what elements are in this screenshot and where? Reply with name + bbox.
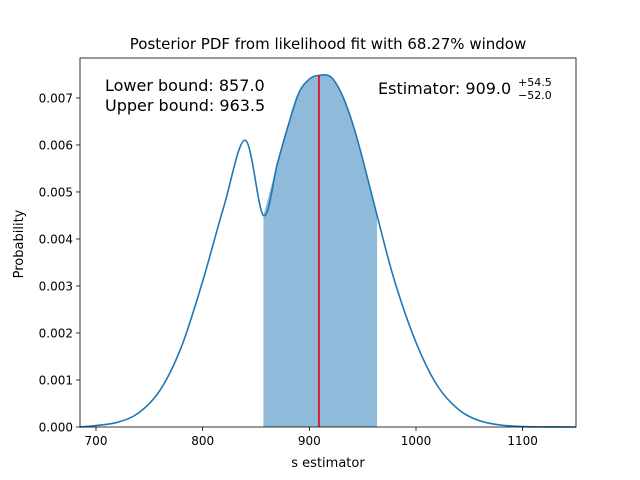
- y-axis-ticks: 0.000 0.001 0.002 0.003 0.004 0.005 0.006 0.007: [39, 91, 80, 435]
- y-tick-label: 0.004: [39, 232, 73, 246]
- confidence-window-shade: [263, 74, 378, 427]
- estimator-plus-error: +54.5: [518, 76, 552, 89]
- chart-title: Posterior PDF from likelihood fit with 6…: [130, 35, 527, 53]
- y-tick-label: 0.003: [39, 279, 73, 293]
- axes-frame: [79, 57, 577, 428]
- y-tick-label: 0.001: [39, 373, 73, 387]
- y-tick-label: 0.006: [39, 138, 73, 152]
- x-tick-label: 900: [298, 434, 321, 448]
- y-tick-label: 0.007: [39, 91, 73, 105]
- upper-bound-annotation: Upper bound: 963.5: [105, 96, 265, 115]
- plot-area: [79, 74, 577, 428]
- x-axis-ticks: 700 800 900 1000 1100: [85, 427, 538, 448]
- y-axis-label: Probability: [12, 209, 27, 278]
- x-tick-label: 700: [85, 434, 108, 448]
- estimator-minus-error: −52.0: [518, 89, 552, 102]
- lower-bound-annotation: Lower bound: 857.0: [105, 76, 265, 95]
- y-tick-label: 0.000: [39, 421, 73, 435]
- estimator-annotation: Estimator: 909.0: [378, 79, 511, 98]
- y-tick-label: 0.002: [39, 326, 73, 340]
- x-tick-label: 800: [191, 434, 214, 448]
- x-axis-label: s estimator: [291, 456, 365, 471]
- x-tick-label: 1100: [507, 434, 538, 448]
- y-tick-label: 0.005: [39, 185, 73, 199]
- x-tick-label: 1000: [401, 434, 432, 448]
